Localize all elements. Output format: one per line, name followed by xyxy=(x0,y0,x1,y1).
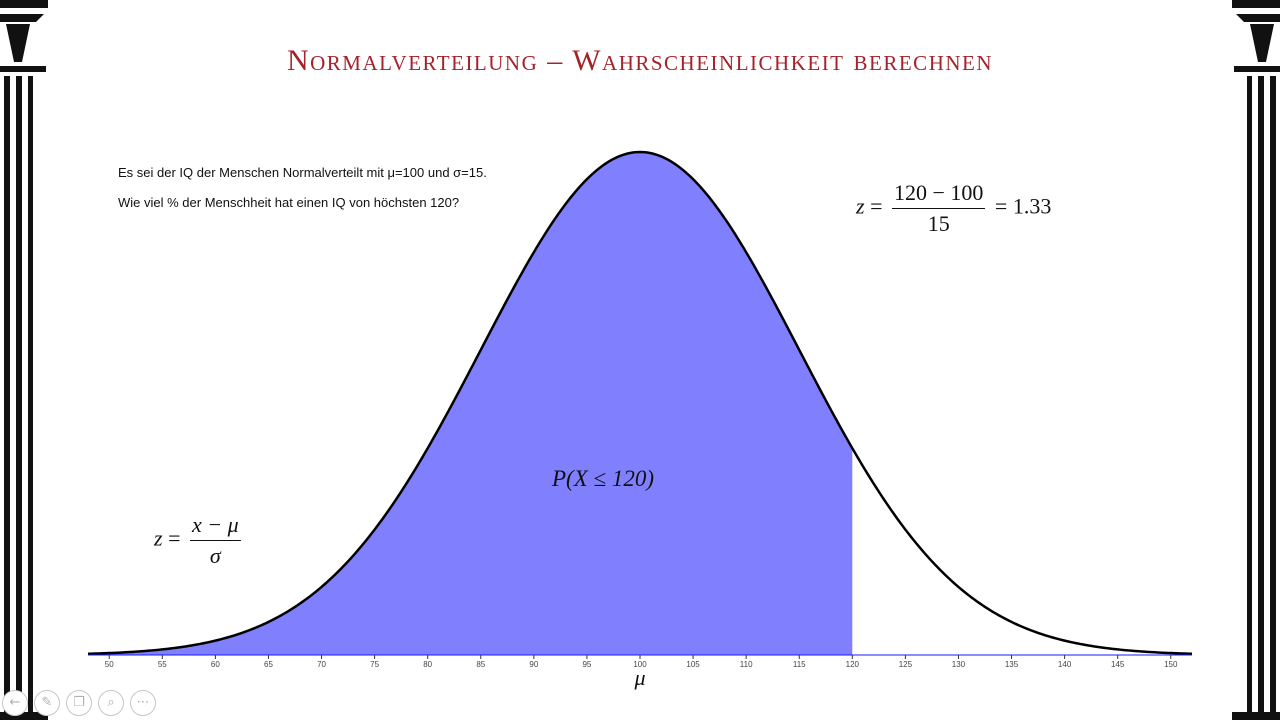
right-column-decoration xyxy=(1232,0,1280,720)
x-tick-label: 115 xyxy=(793,660,806,669)
x-axis: 50 55 60 65 70 75 80 85 90 95 100 105 110 115 120 125 13… xyxy=(88,654,1192,690)
left-column-decoration xyxy=(0,0,48,720)
general-z-formula: z = x − μ σ xyxy=(154,512,245,569)
x-tick-label: 80 xyxy=(423,660,432,669)
x-tick-label: 135 xyxy=(1005,660,1019,669)
x-tick-label: 120 xyxy=(846,660,860,669)
x-tick-label: 140 xyxy=(1058,660,1072,669)
x-tick-label: 90 xyxy=(529,660,538,669)
formula-eq: = xyxy=(168,525,181,551)
more-icon[interactable]: ⋯ xyxy=(130,690,156,716)
formula-fraction: x − μ σ xyxy=(189,512,241,569)
shaded-probability-area xyxy=(88,152,853,655)
x-tick-label: 150 xyxy=(1164,660,1178,669)
x-tick-label: 75 xyxy=(370,660,379,669)
x-tick-label: 60 xyxy=(211,660,220,669)
slide-title: Normalverteilung – Wahrscheinlichkeit be… xyxy=(286,44,994,77)
formula-fraction: 120 − 100 15 xyxy=(891,180,986,237)
x-tick-label: 70 xyxy=(317,660,326,669)
x-tick-label: 130 xyxy=(952,660,966,669)
x-tick-label: 95 xyxy=(582,660,591,669)
x-tick-label: 50 xyxy=(105,660,114,669)
x-tick-label: 85 xyxy=(476,660,485,669)
curve-layer xyxy=(87,150,1193,656)
x-tick-label: 125 xyxy=(899,660,913,669)
x-axis-label: μ xyxy=(633,665,645,690)
density-curve xyxy=(87,150,1193,656)
x-tick-label: 145 xyxy=(1111,660,1125,669)
formula-denominator: 15 xyxy=(927,211,950,236)
x-tick-label: 105 xyxy=(686,660,700,669)
area-probability-label: P(X ≤ 120) xyxy=(552,466,655,491)
specific-z-formula: z = 120 − 100 15 = 1.33 xyxy=(856,180,1051,237)
formula-denominator: σ xyxy=(209,543,221,568)
arrow-left-icon[interactable]: ← xyxy=(2,690,28,716)
copy-icon[interactable]: ❐ xyxy=(66,690,92,716)
problem-statement: Es sei der IQ der Menschen Normalverteil… xyxy=(118,165,487,180)
formula-lhs: z xyxy=(856,193,865,219)
x-tick-label: 110 xyxy=(740,660,753,669)
x-tick-label: 55 xyxy=(158,660,167,669)
formula-result: = 1.33 xyxy=(994,193,1052,219)
x-tick-label: 100 xyxy=(633,660,647,669)
formula-lhs: z xyxy=(154,525,163,551)
player-controls: ← ✎ ❐ ⌕ ⋯ xyxy=(2,688,156,718)
pen-icon[interactable]: ✎ xyxy=(34,690,60,716)
x-tick-label: 65 xyxy=(264,660,273,669)
problem-question: Wie viel % der Menschheit hat einen IQ v… xyxy=(118,195,460,210)
formula-eq: = xyxy=(870,193,883,219)
zoom-icon[interactable]: ⌕ xyxy=(98,690,124,716)
formula-numerator: x − μ xyxy=(189,512,241,541)
shaded-area-layer xyxy=(88,152,853,655)
formula-numerator: 120 − 100 xyxy=(891,180,986,209)
